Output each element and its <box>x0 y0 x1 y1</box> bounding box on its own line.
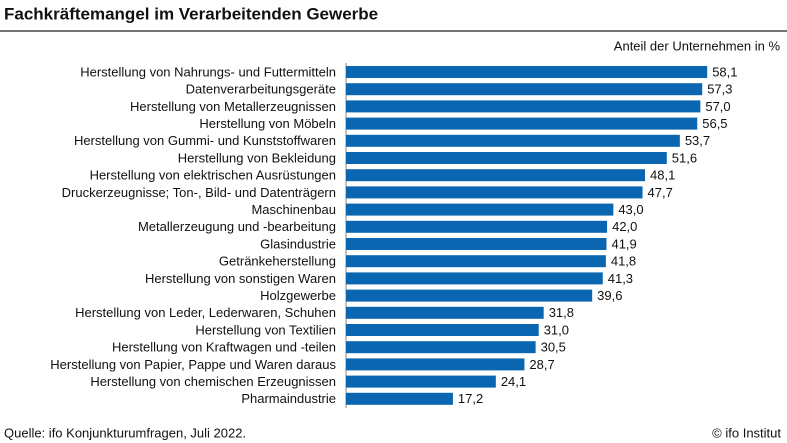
y-tick-label: Herstellung von elektrischen Ausrüstunge… <box>90 168 336 183</box>
bar <box>346 100 701 113</box>
value-label: 31,8 <box>549 305 574 320</box>
bar <box>346 83 703 96</box>
value-label: 41,3 <box>608 271 633 286</box>
bar <box>346 134 680 147</box>
y-tick-label: Getränkeherstellung <box>219 254 336 269</box>
bar <box>346 169 646 182</box>
bar <box>346 186 643 199</box>
bar <box>346 203 614 216</box>
value-label: 56,5 <box>702 116 727 131</box>
value-label: 57,3 <box>707 82 732 97</box>
unit-label: Anteil der Unternehmen in % <box>614 38 781 53</box>
y-tick-label: Herstellung von Papier, Pappe und Waren … <box>50 357 336 372</box>
y-tick-label: Metallerzeugung und -bearbeitung <box>138 219 336 234</box>
value-label: 57,0 <box>705 99 730 114</box>
bar <box>346 272 603 285</box>
y-tick-label: Glasindustrie <box>260 236 336 251</box>
y-tick-label: Holzgewerbe <box>260 288 336 303</box>
source: Quelle: ifo Konjunkturumfragen, Juli 202… <box>4 425 246 440</box>
bar <box>346 341 536 354</box>
value-label: 41,8 <box>611 254 636 269</box>
value-label: 47,7 <box>648 185 673 200</box>
bar <box>346 255 606 268</box>
copyright: © ifo Institut <box>712 425 781 440</box>
bar <box>346 117 698 130</box>
value-label: 53,7 <box>685 133 710 148</box>
bar <box>346 238 607 250</box>
value-label: 58,1 <box>712 64 737 79</box>
value-label: 39,6 <box>597 288 622 303</box>
value-label: 28,7 <box>529 357 554 372</box>
y-tick-label: Herstellung von Leder, Lederwaren, Schuh… <box>75 305 336 320</box>
value-label: 43,0 <box>618 202 643 217</box>
value-label: 31,0 <box>544 322 569 337</box>
y-tick-label: Maschinenbau <box>251 202 336 217</box>
y-tick-label: Herstellung von Textilien <box>195 322 336 337</box>
bar <box>346 324 539 336</box>
bar <box>346 306 544 319</box>
bar <box>346 392 453 405</box>
value-label: 17,2 <box>458 391 483 406</box>
y-tick-label: Herstellung von Nahrungs- und Futtermitt… <box>80 64 336 79</box>
y-tick-label: Pharmaindustrie <box>241 391 336 406</box>
y-tick-label: Herstellung von Kraftwagen und -teilen <box>112 340 336 355</box>
y-tick-label: Herstellung von sonstigen Waren <box>145 271 336 286</box>
y-tick-label: Druckerzeugnisse; Ton-, Bild- und Datent… <box>62 185 336 200</box>
bar <box>346 289 593 302</box>
bar <box>346 220 608 233</box>
value-label: 42,0 <box>612 219 637 234</box>
bar <box>346 375 496 388</box>
value-label: 24,1 <box>501 374 526 389</box>
y-tick-label: Herstellung von Bekleidung <box>178 150 336 165</box>
y-tick-label: Herstellung von Möbeln <box>199 116 336 131</box>
value-label: 30,5 <box>541 340 566 355</box>
value-label: 51,6 <box>672 150 697 165</box>
bar <box>346 152 667 164</box>
y-tick-label: Herstellung von Metallerzeugnissen <box>130 99 336 114</box>
y-tick-label: Datenverarbeitungsgeräte <box>186 82 336 97</box>
bar <box>346 66 708 78</box>
y-tick-label: Herstellung von Gummi- und Kunststoffwar… <box>74 133 336 148</box>
value-label: 41,9 <box>611 236 636 251</box>
y-tick-label: Herstellung von chemischen Erzeugnissen <box>90 374 336 389</box>
bar <box>346 358 525 371</box>
chart-title: Fachkräftemangel im Verarbeitenden Gewer… <box>4 4 378 23</box>
value-label: 48,1 <box>650 168 675 183</box>
